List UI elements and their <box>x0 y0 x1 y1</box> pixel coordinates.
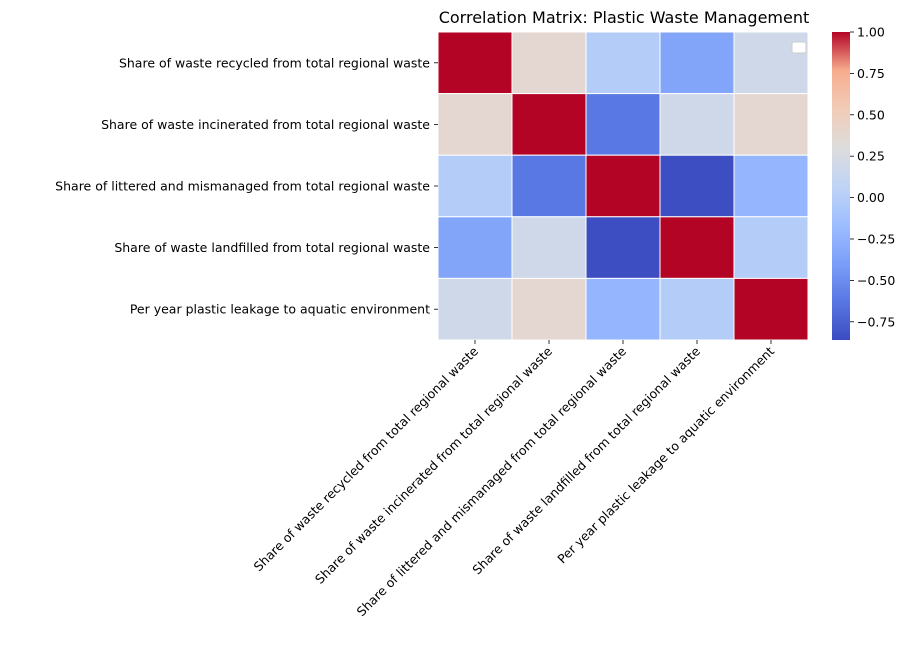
x-tick-labels: Share of waste recycled from total regio… <box>251 340 777 619</box>
colorbar-gradient <box>832 32 850 340</box>
heatmap-cell-r2-c0 <box>437 154 513 218</box>
x-tick-label-2: Share of littered and mismanaged from to… <box>353 343 629 619</box>
colorbar-tick-label-1: 0.75 <box>857 66 885 81</box>
y-tick-label-2: Share of littered and mismanaged from to… <box>55 179 430 194</box>
heatmap-cell-r0-c4 <box>733 31 809 95</box>
y-tick-labels: Share of waste recycled from total regio… <box>55 55 438 317</box>
heatmap-cell-r3-c1 <box>511 216 587 279</box>
heatmap-cell-r1-c3 <box>659 93 735 156</box>
colorbar-tick-label-0: 1.00 <box>857 25 885 40</box>
colorbar-tick-label-3: 0.25 <box>857 149 885 164</box>
heatmap-cell-r2-c4 <box>733 154 809 218</box>
y-tick-label-3: Share of waste landfilled from total reg… <box>114 240 430 255</box>
heatmap-cell-r1-c2 <box>585 93 661 156</box>
y-tick-label-0: Share of waste recycled from total regio… <box>119 55 430 70</box>
heatmap-cell-r4-c4 <box>733 277 809 341</box>
colorbar-tick-label-6: −0.50 <box>857 273 895 288</box>
heatmap-cell-r4-c2 <box>585 277 661 341</box>
y-tick-label-1: Share of waste incinerated from total re… <box>101 117 430 132</box>
heatmap-cell-r2-c1 <box>511 154 587 218</box>
heatmap-cell-r2-c3 <box>659 154 735 218</box>
colorbar: 1.00 0.75 0.50 0.25 0.00 −0.25 −0.50 −0.75 <box>832 25 895 340</box>
colorbar-tick-label-4: 0.00 <box>857 190 885 205</box>
heatmap-cell-r2-c2 <box>585 154 661 218</box>
y-tick-label-4: Per year plastic leakage to aquatic envi… <box>130 302 430 317</box>
heatmap-cell-r0-c1 <box>511 31 587 95</box>
heatmap-cell-r3-c3 <box>659 216 735 279</box>
heatmap-cell-r1-c1 <box>511 93 587 156</box>
heatmap-cells <box>437 31 809 341</box>
legend-box <box>791 41 807 54</box>
colorbar-ticks: 1.00 0.75 0.50 0.25 0.00 −0.25 −0.50 −0.75 <box>850 25 895 329</box>
heatmap-cell-r1-c0 <box>437 93 513 156</box>
heatmap-cell-r0-c3 <box>659 31 735 95</box>
heatmap-cell-r4-c0 <box>437 277 513 341</box>
colorbar-tick-label-2: 0.50 <box>857 107 885 122</box>
colorbar-tick-label-7: −0.75 <box>857 314 895 329</box>
heatmap-cell-r3-c0 <box>437 216 513 279</box>
heatmap-cell-r0-c0 <box>437 31 513 95</box>
heatmap-cell-r3-c2 <box>585 216 661 279</box>
heatmap-cell-r4-c3 <box>659 277 735 341</box>
chart-title: Correlation Matrix: Plastic Waste Manage… <box>439 8 810 27</box>
heatmap-cell-r3-c4 <box>733 216 809 279</box>
heatmap-cell-r1-c4 <box>733 93 809 156</box>
heatmap-cell-r0-c2 <box>585 31 661 95</box>
heatmap-cell-r4-c1 <box>511 277 587 341</box>
colorbar-tick-label-5: −0.25 <box>857 231 895 246</box>
